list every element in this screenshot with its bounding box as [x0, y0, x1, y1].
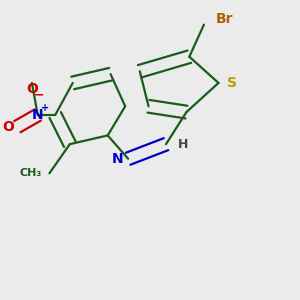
- Text: N: N: [112, 152, 124, 166]
- Text: N: N: [32, 108, 44, 122]
- Text: O: O: [26, 82, 38, 96]
- Text: −: −: [34, 88, 44, 101]
- Text: S: S: [227, 76, 237, 90]
- Text: O: O: [3, 120, 14, 134]
- Text: Br: Br: [216, 12, 233, 26]
- Text: +: +: [41, 103, 49, 113]
- Text: H: H: [178, 138, 188, 151]
- Text: CH₃: CH₃: [20, 168, 42, 178]
